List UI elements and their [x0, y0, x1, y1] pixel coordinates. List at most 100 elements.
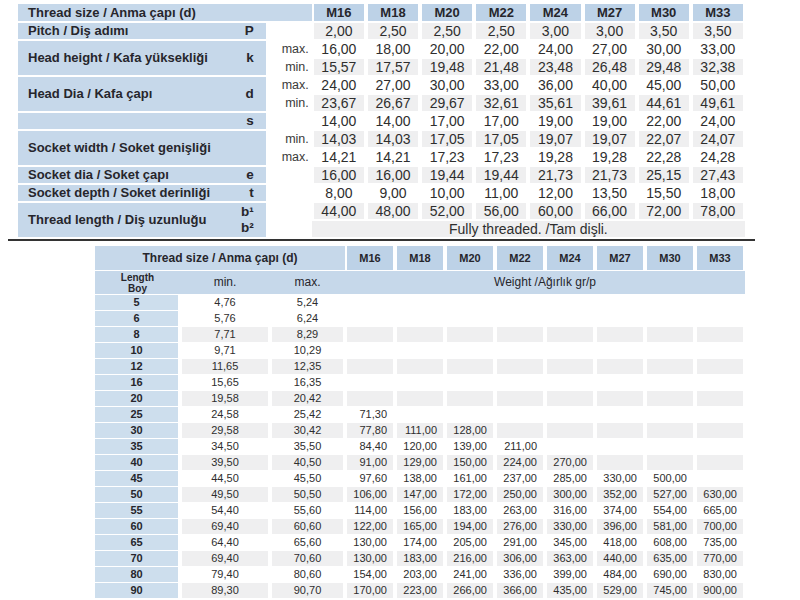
boy-label: Boy: [128, 283, 147, 294]
spec-value-cell: 29,48: [637, 59, 691, 75]
spec-value-cell: 21,73: [528, 167, 582, 183]
spec-value-cell: 18,00: [691, 185, 745, 201]
weight-cell: 84,40: [345, 439, 395, 454]
spec-value-cell: 21,73: [583, 167, 637, 183]
spec-value-cell: 14,21: [312, 149, 366, 165]
spec-value-cell: 19,48: [420, 59, 474, 75]
spec-value-cell: 44,00: [312, 203, 366, 219]
size-col-header: M22: [495, 246, 545, 270]
spec-value-cell: 14,21: [366, 149, 420, 165]
length-cell: 20: [95, 391, 180, 406]
spec-value-cell: 16,00: [366, 167, 420, 183]
dimensions-table: Thread size / Anma çapı (d) M16M18M20M22…: [18, 2, 745, 239]
min-cell: 34,50: [180, 439, 270, 454]
length-cell: 6: [95, 311, 180, 326]
weight-header-row: Thread size / Anma çapı (d) M16M18M20M22…: [95, 246, 745, 270]
weight-cell: 374,00: [595, 503, 645, 518]
spec-value-cell: 36,00: [528, 77, 582, 93]
tolerance-label: min.: [266, 59, 312, 75]
min-cell: 5,76: [180, 311, 270, 326]
weight-cell: 270,00: [545, 455, 595, 470]
tolerance-label: max.: [266, 149, 312, 165]
weight-cell: [445, 311, 495, 326]
weight-cell: [445, 295, 495, 310]
length-cell: 40: [95, 455, 180, 470]
spec-label-text: Head height / Kafa yüksekliği: [28, 50, 208, 66]
spec-label-text: Thread length / Diş uzunluğu: [28, 212, 206, 228]
weight-cell: [445, 375, 495, 390]
weight-cell: [445, 407, 495, 422]
weight-cell: [645, 295, 695, 310]
max-cell: 10,29: [270, 343, 345, 358]
min-cell: 64,40: [180, 535, 270, 550]
spec-value-cell: 25,15: [637, 167, 691, 183]
length-cell: 16: [95, 375, 180, 390]
weight-cell: [645, 455, 695, 470]
min-cell: 4,76: [180, 295, 270, 310]
tolerance-label: [266, 113, 312, 129]
spec-value-cell: 2,50: [420, 23, 474, 39]
length-cell: 45: [95, 471, 180, 486]
tolerance-label: min.: [266, 95, 312, 111]
weight-cell: [545, 391, 595, 406]
spec-value-cell: 32,38: [691, 59, 745, 75]
length-cell: 12: [95, 359, 180, 374]
weight-cell: [695, 439, 745, 454]
spec-value-cell: 30,00: [420, 77, 474, 93]
weight-cell: 345,00: [545, 535, 595, 550]
weight-cell: 172,00: [445, 487, 495, 502]
weight-cell: [545, 407, 595, 422]
weight-row: 1211,6512,35: [95, 359, 745, 374]
weight-cell: 216,00: [445, 551, 495, 566]
weight-cell: [595, 455, 645, 470]
max-cell: 16,35: [270, 375, 345, 390]
spec-symbol: b¹b²: [241, 204, 254, 236]
weight-row: 2524,5825,4271,30: [95, 407, 745, 422]
weight-cell: [545, 423, 595, 438]
weight-cell: [495, 407, 545, 422]
length-cell: 50: [95, 487, 180, 502]
weight-cell: 183,00: [445, 503, 495, 518]
size-col-header: M16: [345, 246, 395, 270]
min-cell: 69,40: [180, 519, 270, 534]
section-divider: [8, 239, 755, 241]
spec-row-label: Head Dia / Kafa çapıd: [18, 77, 266, 111]
weight-cell: [695, 311, 745, 326]
weight-row: 5554,4055,60114,00156,00183,00263,00316,…: [95, 503, 745, 518]
spec-symbol: s: [246, 113, 254, 129]
spec-value-cell: 26,48: [583, 59, 637, 75]
max-cell: 5,24: [270, 295, 345, 310]
fully-threaded-cell: Fully threaded. /Tam dişli.: [312, 221, 745, 237]
weight-cell: 745,00: [645, 583, 695, 598]
weight-cell: 484,00: [595, 567, 645, 582]
spec-value-cell: 27,43: [691, 167, 745, 183]
weight-cell: 396,00: [595, 519, 645, 534]
weight-cell: 174,00: [395, 535, 445, 550]
spec-value-cell: 14,00: [312, 113, 366, 129]
weight-cell: 735,00: [695, 535, 745, 550]
weight-cell: [595, 343, 645, 358]
weight-cell: [395, 391, 445, 406]
weight-cell: [495, 359, 545, 374]
weight-cell: [695, 471, 745, 486]
weight-cell: [345, 391, 395, 406]
spec-value-cell: 60,00: [528, 203, 582, 219]
spec-value-cell: 22,00: [637, 113, 691, 129]
weight-cell: 161,00: [445, 471, 495, 486]
weight-cell: [695, 375, 745, 390]
max-cell: 90,70: [270, 583, 345, 598]
weight-cell: 900,00: [695, 583, 745, 598]
weight-cell: 830,00: [695, 567, 745, 582]
weight-row: 3029,5830,4277,80111,00128,00: [95, 423, 745, 438]
weight-cell: [445, 327, 495, 342]
spec-value-cell: 39,61: [583, 95, 637, 111]
spec-value-cell: 19,28: [583, 149, 637, 165]
size-col-header: M16: [312, 4, 366, 21]
spec-value-cell: 11,00: [474, 185, 528, 201]
weight-row: 1615,6516,35: [95, 375, 745, 390]
weight-cell: [495, 311, 545, 326]
weight-cell: 336,00: [495, 567, 545, 582]
max-cell: 12,35: [270, 359, 345, 374]
size-col-header: M22: [474, 4, 528, 21]
weight-cell: 366,00: [495, 583, 545, 598]
